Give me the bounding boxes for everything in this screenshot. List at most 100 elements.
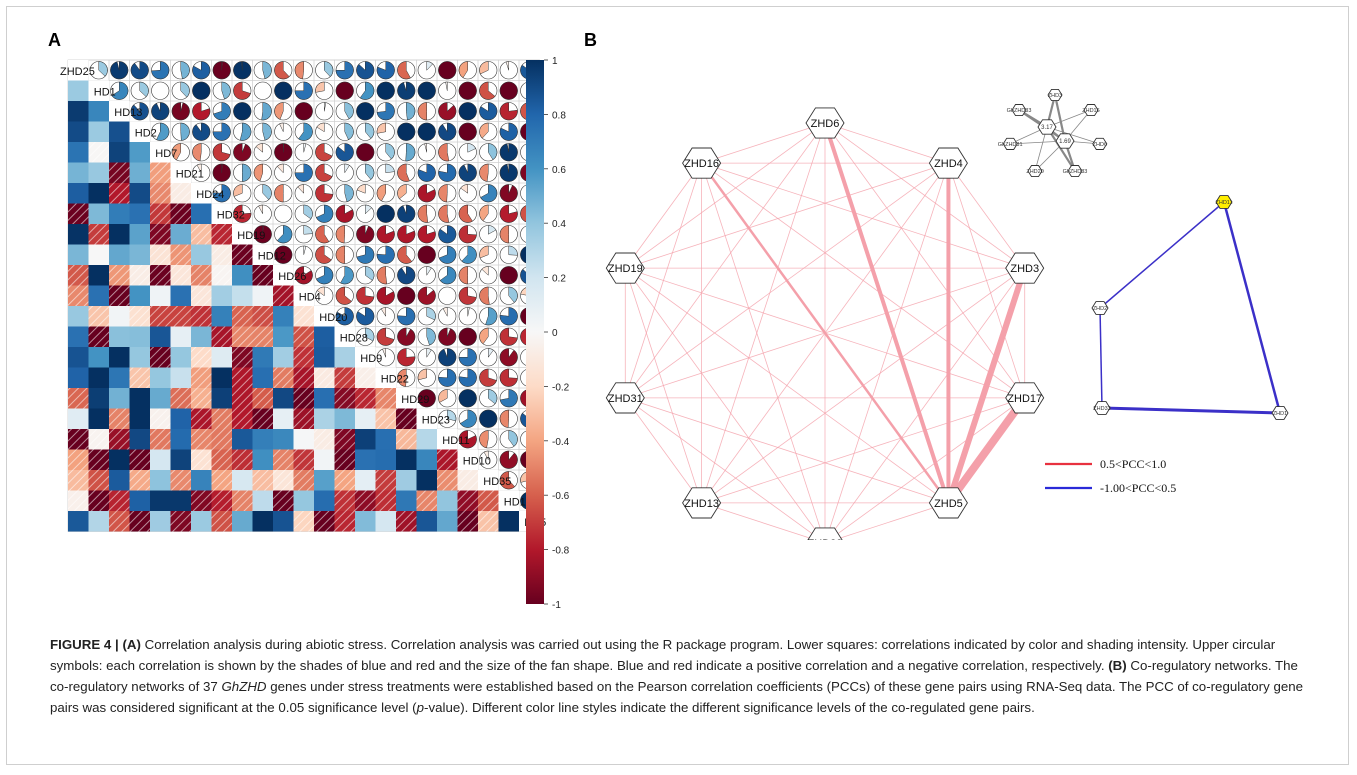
correlation-pie (261, 102, 272, 121)
heatmap-cell (191, 511, 212, 532)
correlation-pie (180, 81, 190, 98)
correlation-pie (316, 122, 325, 133)
heatmap-cell-hatch (191, 285, 212, 306)
heatmap-cell-hatch (191, 224, 212, 245)
correlation-pie (315, 245, 332, 264)
correlation-pie (397, 81, 416, 100)
correlation-pie (488, 389, 498, 405)
correlation-pie (458, 225, 477, 244)
square-network-node-label: ZHD1 (1273, 411, 1287, 417)
heatmap-cell (68, 224, 89, 245)
correlation-pie (479, 245, 489, 259)
heatmap-cell-hatch (273, 470, 294, 491)
correlation-pie (316, 286, 325, 297)
heatmap-cell (68, 511, 89, 532)
gene-label: HD10 (463, 455, 491, 467)
heatmap-cell (129, 203, 150, 224)
heatmap-cell-hatch (416, 490, 437, 511)
heatmap-cell-hatch (150, 203, 171, 224)
diagonal-cell (416, 408, 437, 429)
heatmap-cell (129, 142, 150, 163)
network-node (1005, 382, 1045, 414)
correlation-pie (212, 122, 231, 141)
co-regulatory-network: ZHD6 ZHD4 ZHD3 ZHD17 ZHD5 ZHD33 ZHD13 ZHD31 ZHD1… (605, 88, 1289, 540)
heatmap-cell (375, 429, 396, 450)
square-network-node (1271, 406, 1289, 420)
network-node-label: ZHD31 (608, 393, 643, 405)
diagonal-cell (457, 449, 478, 470)
correlation-pie (479, 204, 489, 222)
correlation-pie (499, 450, 518, 469)
correlation-pie (192, 122, 211, 141)
heatmap-cell (88, 388, 109, 409)
correlation-pie (344, 102, 354, 120)
correlation-pie (294, 266, 313, 285)
correlation-pie (508, 286, 518, 303)
correlation-pie (438, 143, 450, 162)
heatmap-cell (129, 490, 150, 511)
correlation-pie (499, 348, 518, 367)
network-node-label: ZHD3 (1010, 263, 1039, 275)
correlation-pie (274, 143, 293, 162)
correlation-pie (479, 430, 489, 449)
gene-label: HD23 (422, 414, 450, 426)
correlation-pie (479, 61, 489, 75)
network-node-label: ZHD33 (808, 538, 843, 540)
correlation-pie (212, 184, 231, 203)
correlation-pie (359, 81, 375, 100)
correlation-pie (192, 61, 211, 80)
small-network-node-label: ZHD3 (1048, 93, 1062, 99)
heatmap-cell (232, 470, 253, 491)
correlation-pie (461, 245, 477, 264)
correlation-pie (480, 184, 498, 203)
correlation-pie (335, 225, 345, 244)
gene-label: HD29 (401, 394, 429, 406)
correlation-pie (376, 81, 395, 100)
heatmap-cell-hatch (293, 367, 314, 388)
heatmap-cell (129, 326, 150, 347)
heatmap-cell-hatch (170, 388, 191, 409)
correlation-pie (303, 204, 313, 220)
heatmap-cell (109, 388, 130, 409)
heatmap-cell (314, 449, 335, 470)
correlation-pie (458, 163, 477, 182)
heatmap-cell (437, 490, 458, 511)
correlation-pie (303, 245, 307, 255)
heatmap-cell (314, 326, 335, 347)
heatmap-cell (129, 388, 150, 409)
caption-b-text3: -value). Different color line styles ind… (424, 700, 1035, 715)
heatmap-cell (170, 326, 191, 347)
circular-network: ZHD6 ZHD4 ZHD3 ZHD17 ZHD5 ZHD33 ZHD13 ZHD31 ZHD1… (605, 107, 1045, 540)
heatmap-cell (109, 203, 130, 224)
network-edge (824, 122, 1026, 399)
heatmap-cell-hatch (170, 244, 191, 265)
correlation-pie (376, 286, 395, 305)
square-network: ZHD11 ZHD2 ZHD33 ZHD1 (1091, 195, 1289, 420)
heatmap-cell-hatch (191, 388, 212, 409)
heatmap-cell-hatch (334, 449, 355, 470)
heatmap-cell (88, 367, 109, 388)
heatmap-cell-hatch (109, 162, 130, 183)
correlation-pie (213, 102, 231, 121)
heatmap-cell-hatch (88, 224, 109, 245)
gene-label: HD22 (381, 373, 409, 385)
correlation-pie (499, 204, 518, 223)
heatmap-cell (232, 429, 253, 450)
heatmap-cell-hatch (293, 408, 314, 429)
correlation-pie (233, 61, 252, 80)
heatmap-cell (273, 388, 294, 409)
heatmap-cell-hatch (191, 265, 212, 286)
heatmap-cell (273, 347, 294, 368)
heatmap-cell (273, 429, 294, 450)
heatmap-cell (88, 101, 109, 122)
correlation-pie (139, 81, 149, 98)
heatmap-cell-hatch (375, 470, 396, 491)
correlation-pie (297, 184, 304, 194)
correlation-pie (315, 266, 334, 285)
heatmap-cell-hatch (396, 511, 417, 532)
heatmap-cell (211, 306, 232, 327)
heatmap-cell-hatch (68, 203, 89, 224)
correlation-pie (335, 307, 354, 326)
square-network-node-label: ZHD2 (1093, 306, 1107, 312)
diagonal-cell (150, 142, 171, 163)
